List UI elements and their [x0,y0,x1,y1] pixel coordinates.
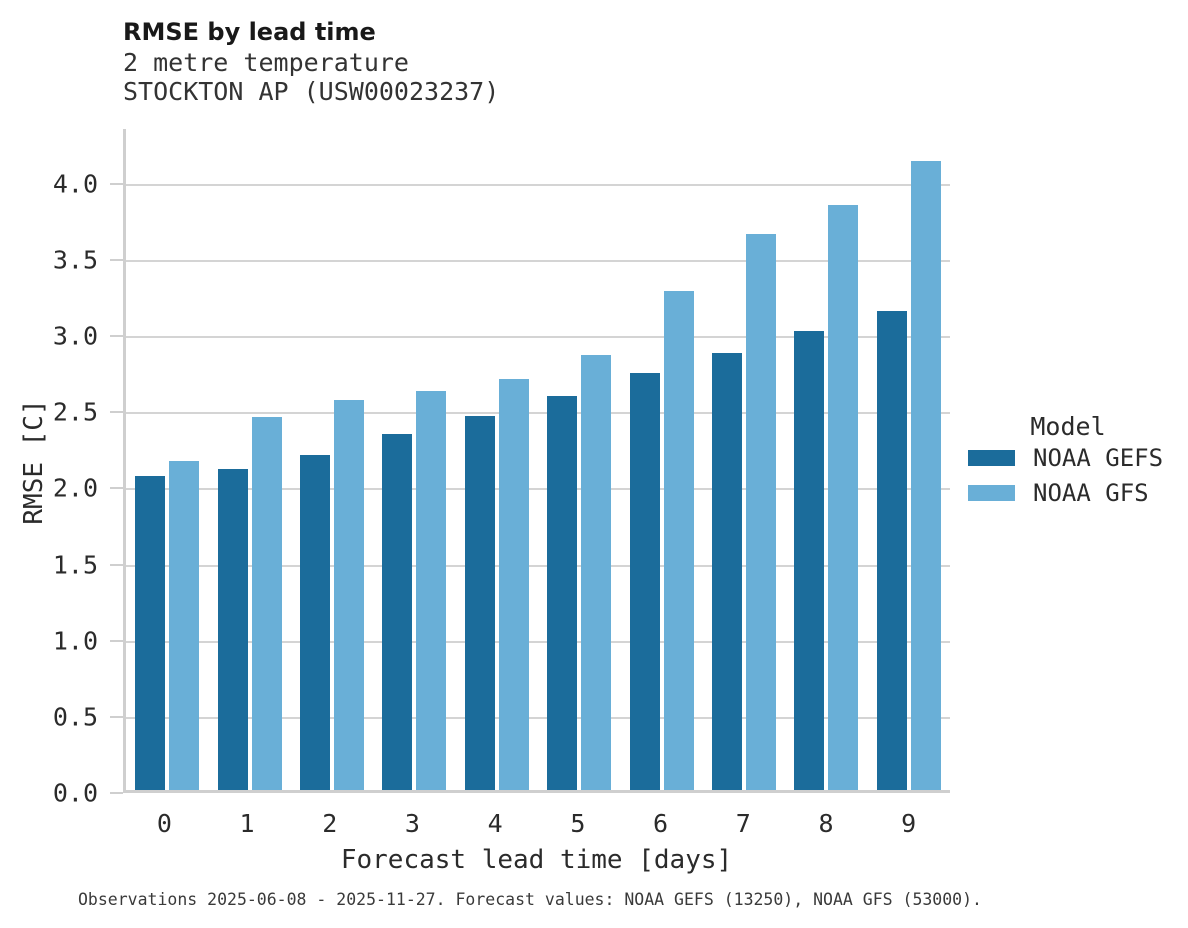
bar-group-lead-5 [538,129,620,790]
x-tick-label-3: 3 [404,809,420,838]
y-tick-label-0.5: 0.5 [52,702,98,732]
gridline-y-3.0 [126,336,950,339]
chart-header: RMSE by lead time 2 metre temperature ST… [123,16,499,106]
chart-subtitle-station: STOCKTON AP (USW00023237) [123,77,500,106]
bar-noaa-gefs-lead-2 [300,454,331,790]
bar-noaa-gefs-lead-1 [217,468,248,790]
x-axis-ticks: 0 1 2 3 4 5 6 7 8 9 [123,809,950,838]
x-tick-label-9: 9 [901,809,917,838]
y-tick-mark-4.0 [110,182,123,185]
bar-group-lead-6 [620,129,702,790]
bar-noaa-gefs-lead-9 [876,310,907,790]
y-tick-mark-0.5 [110,715,123,718]
bar-noaa-gfs-lead-4 [498,379,529,790]
bar-noaa-gefs-lead-5 [547,395,578,790]
gridline-y-4.0 [126,183,950,186]
y-tick-mark-3.0 [110,335,123,338]
legend-swatch-noaa-gefs [968,450,1015,466]
y-tick-label-2.5: 2.5 [52,397,98,427]
bar-noaa-gfs-lead-5 [581,354,612,790]
bar-noaa-gfs-lead-3 [416,391,447,790]
y-tick-label-1.5: 1.5 [52,550,98,580]
y-tick-label-2.0: 2.0 [52,473,98,503]
y-tick-mark-2.0 [110,487,123,490]
x-tick-label-5: 5 [570,809,586,838]
bar-noaa-gfs-lead-1 [251,417,282,790]
bar-noaa-gfs-lead-6 [663,291,694,790]
bar-group-lead-4 [456,129,538,790]
bar-group-lead-2 [291,129,373,790]
y-tick-label-3.5: 3.5 [52,245,98,275]
bar-group-lead-9 [868,129,950,790]
bar-noaa-gefs-lead-4 [464,415,495,790]
legend-item-noaa-gefs: NOAA GEFS [968,444,1173,472]
y-tick-mark-0.0 [110,792,123,794]
x-tick-label-4: 4 [487,809,503,838]
gridline-y-1.5 [126,564,950,567]
bar-noaa-gfs-lead-9 [910,160,941,790]
bar-noaa-gefs-lead-3 [382,433,413,790]
y-tick-label-4.0: 4.0 [52,169,98,199]
bar-noaa-gfs-lead-2 [334,400,365,790]
legend-title: Model [1030,412,1106,441]
chart-subtitle-variable: 2 metre temperature [123,48,409,77]
bar-noaa-gefs-lead-0 [135,476,166,790]
x-tick-label-1: 1 [239,809,255,838]
x-axis-title: Forecast lead time [days] [340,845,733,875]
legend-item-noaa-gfs: NOAA GFS [968,479,1173,507]
y-tick-mark-3.5 [110,258,123,261]
y-axis-ticks: 0.0 0.5 1.0 1.5 2.0 2.5 3.0 3.5 4.0 [0,129,123,808]
bar-group-lead-7 [703,129,785,790]
x-tick-label-6: 6 [653,809,669,838]
x-tick-label-7: 7 [735,809,751,838]
y-tick-label-1.0: 1.0 [52,626,98,656]
bar-noaa-gfs-lead-7 [746,233,777,790]
chart-title: RMSE by lead time [123,18,376,46]
legend-label-noaa-gefs: NOAA GEFS [1033,444,1164,472]
x-tick-label-2: 2 [322,809,338,838]
y-tick-mark-1.5 [110,563,123,566]
bar-noaa-gefs-lead-7 [712,353,743,790]
bars-layer [126,129,950,790]
bar-group-lead-3 [373,129,455,790]
y-tick-label-3.0: 3.0 [52,321,98,351]
bar-noaa-gfs-lead-0 [169,461,200,790]
legend: Model NOAA GEFS NOAA GFS [963,412,1173,520]
bar-group-lead-1 [208,129,290,790]
gridline-y-2.5 [126,412,950,415]
bar-group-lead-8 [785,129,867,790]
x-tick-label-0: 0 [156,809,172,838]
footnote: Observations 2025-06-08 - 2025-11-27. Fo… [78,890,982,909]
plot-area [123,129,950,793]
gridline-y-3.5 [126,259,950,262]
y-tick-label-0.0: 0.0 [52,778,98,808]
bar-noaa-gefs-lead-8 [794,330,825,790]
y-tick-mark-2.5 [110,411,123,414]
bar-noaa-gefs-lead-6 [629,373,660,790]
y-tick-mark-1.0 [110,639,123,642]
legend-label-noaa-gfs: NOAA GFS [1033,479,1149,507]
gridline-y-0.5 [126,716,950,719]
bar-noaa-gfs-lead-8 [828,204,859,790]
legend-swatch-noaa-gfs [968,485,1015,501]
gridline-y-1.0 [126,640,950,643]
bar-group-lead-0 [126,129,208,790]
gridline-y-2.0 [126,488,950,491]
x-tick-label-8: 8 [818,809,834,838]
